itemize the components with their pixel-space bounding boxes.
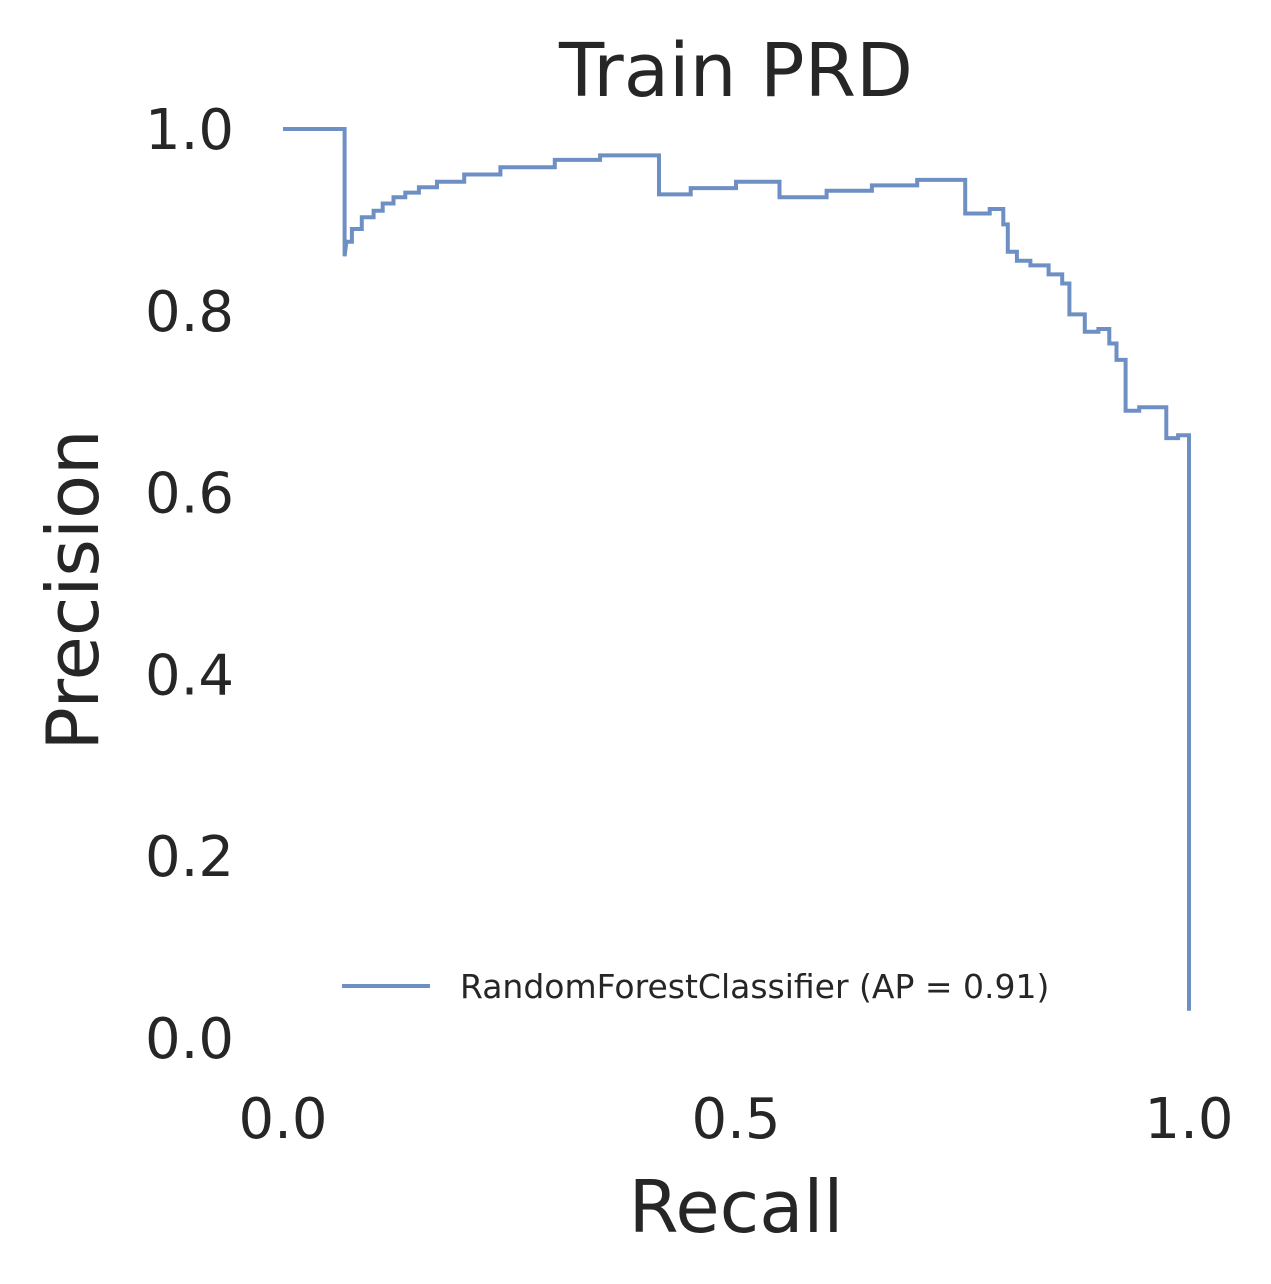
y-tick-label: 0.2 xyxy=(145,825,234,890)
x-axis-label: Recall xyxy=(629,1165,844,1249)
x-tick-label: 0.5 xyxy=(691,1087,780,1152)
legend: RandomForestClassifier (AP = 0.91) xyxy=(342,967,1049,1006)
y-tick-label: 0.6 xyxy=(145,462,234,527)
legend-label: RandomForestClassifier (AP = 0.91) xyxy=(460,967,1049,1006)
y-tick-label: 0.0 xyxy=(145,1007,234,1072)
y-axis-ticks: 0.0 0.2 0.4 0.6 0.8 1.0 xyxy=(145,98,234,1072)
y-tick-label: 0.8 xyxy=(145,280,234,345)
series-line-0 xyxy=(283,127,1191,1011)
plot-area xyxy=(283,127,1191,1011)
x-tick-label: 0.0 xyxy=(238,1087,327,1152)
y-tick-label: 1.0 xyxy=(145,98,234,163)
y-axis-label: Precision xyxy=(31,429,115,750)
chart-title: Train PRD xyxy=(558,28,913,114)
x-axis-ticks: 0.0 0.5 1.0 xyxy=(238,1087,1233,1152)
x-tick-label: 1.0 xyxy=(1144,1087,1233,1152)
y-tick-label: 0.4 xyxy=(145,643,234,708)
